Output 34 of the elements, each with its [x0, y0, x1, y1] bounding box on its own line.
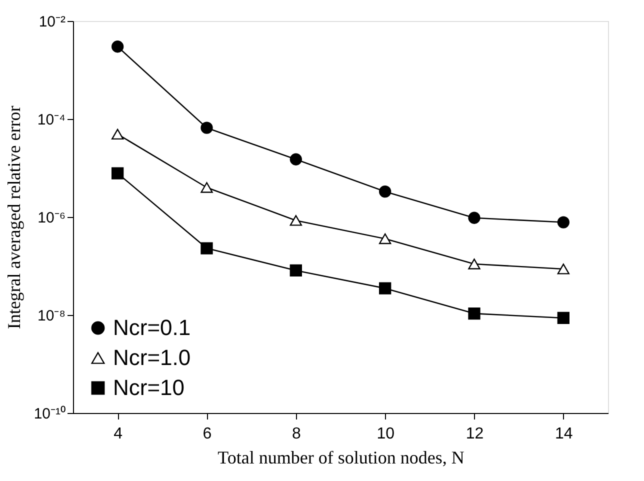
legend-label: Ncr=10 — [113, 375, 185, 400]
point — [290, 264, 302, 277]
x-tick-label: 6 — [202, 426, 212, 442]
point — [200, 122, 213, 134]
y-tick-label: 10⁻⁸ — [37, 308, 66, 324]
y-tick-label: 10⁻² — [38, 14, 66, 30]
legend-label: Ncr=0.1 — [113, 315, 191, 340]
point — [290, 215, 302, 226]
point — [112, 167, 124, 180]
point — [557, 312, 570, 324]
x-tick-label: 4 — [114, 426, 123, 442]
y-tick-label: 10⁻¹⁰ — [34, 406, 66, 422]
x-tick-label: 14 — [555, 426, 573, 442]
point — [112, 40, 124, 53]
point — [379, 233, 392, 244]
point — [557, 216, 570, 228]
legend-label: Ncr=1.0 — [113, 345, 191, 370]
x-tick-label: 10 — [376, 426, 395, 442]
point — [379, 186, 392, 198]
point — [112, 128, 124, 140]
point — [557, 264, 570, 274]
x-tick-label: 12 — [466, 426, 484, 442]
point — [200, 182, 213, 193]
point — [290, 153, 302, 166]
point — [468, 307, 480, 320]
x-tick-label: 8 — [292, 426, 301, 442]
y-axis-title: Integral averaged relative error — [4, 106, 24, 330]
point — [468, 258, 480, 270]
y-tick-label: 10⁻⁶ — [38, 210, 66, 226]
point — [200, 242, 213, 254]
x-axis-title: Total number of solution nodes, N — [218, 448, 464, 468]
point — [379, 282, 392, 294]
point — [468, 212, 480, 224]
y-tick-label: 10⁻⁴ — [37, 112, 66, 128]
